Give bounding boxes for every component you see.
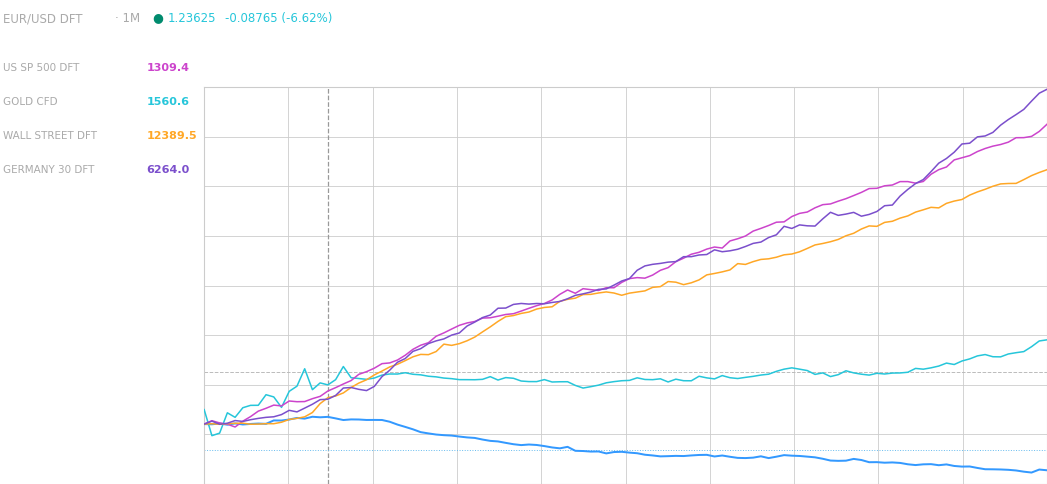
Text: 6264.0: 6264.0 xyxy=(147,165,190,175)
Text: ●: ● xyxy=(152,11,162,24)
Text: US SP 500 DFT: US SP 500 DFT xyxy=(3,63,80,73)
Text: 12389.5: 12389.5 xyxy=(147,131,197,141)
Text: 1309.4: 1309.4 xyxy=(147,63,190,73)
Text: GERMANY 30 DFT: GERMANY 30 DFT xyxy=(3,165,94,175)
Text: · 1M: · 1M xyxy=(115,12,140,25)
Text: 1560.6: 1560.6 xyxy=(147,97,190,107)
Text: EUR/USD DFT: EUR/USD DFT xyxy=(3,12,83,25)
Text: 1.23625: 1.23625 xyxy=(168,12,216,25)
Text: GOLD CFD: GOLD CFD xyxy=(3,97,58,107)
Text: WALL STREET DFT: WALL STREET DFT xyxy=(3,131,97,141)
Text: -0.08765 (-6.62%): -0.08765 (-6.62%) xyxy=(225,12,333,25)
